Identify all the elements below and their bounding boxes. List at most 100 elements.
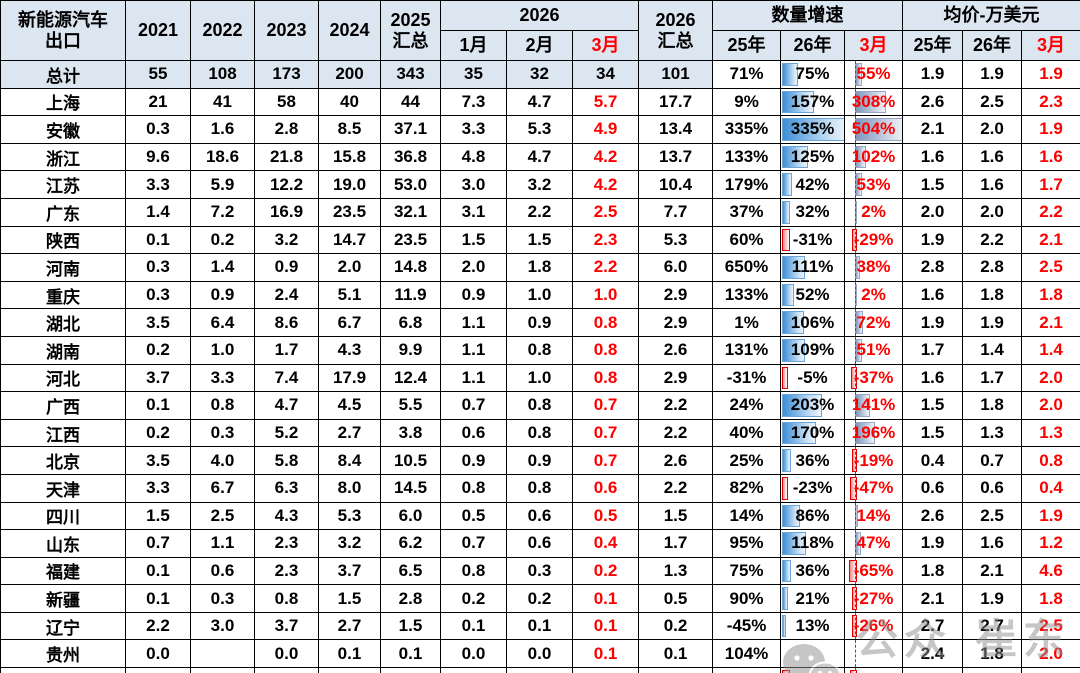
cell-增速25年: 37% [712, 197, 782, 227]
cell-均价25年: 2.0 [902, 197, 964, 227]
cell-2026-3月: 2.2 [571, 253, 640, 282]
cell-增速3月 [844, 639, 904, 669]
cell-增速3月: 141% [844, 391, 904, 420]
cell-value: -47% [853, 478, 894, 498]
cell-2026汇总: 2.9 [638, 308, 714, 337]
cell-2021: 0.1 [125, 556, 191, 586]
col-header-growth-26: 26年 [780, 30, 846, 61]
cell-均价26年: 1.4 [962, 335, 1023, 365]
cell-均价25年: 1.8 [902, 556, 964, 586]
cell-value: 47% [856, 533, 891, 553]
cell-增速26年: 36% [780, 446, 846, 475]
cell-value: 109% [790, 340, 835, 360]
positive-databar [782, 338, 805, 362]
cell-value: -37% [853, 367, 894, 387]
cell-2023: 0.9 [254, 253, 319, 282]
cell-2021: 0.3 [125, 280, 191, 310]
cell-2023: 173 [254, 60, 319, 89]
cell-2023: 7.4 [254, 363, 319, 393]
cell-增速3月: 72% [844, 308, 904, 337]
cell-2021: 0.0 [125, 639, 191, 669]
cell-2023: 1.0 [254, 667, 319, 673]
table-row: 总计 55 108 173 200 343 35 32 34 101 71% 75% 55% 1.9 1.9… [0, 60, 1080, 89]
row-label: 吉林 [0, 667, 126, 673]
cell-2025汇总: 14.8 [380, 253, 441, 282]
cell-value: 32% [795, 202, 830, 222]
cell-2024: 200 [318, 60, 381, 89]
cell-2026-2月: 5.3 [506, 115, 573, 144]
cell-2024: 8.4 [318, 446, 381, 475]
cell-value: 102% [851, 147, 896, 167]
cell-2025汇总: 11.9 [380, 280, 441, 310]
cell-均价25年: 2.6 [902, 501, 964, 531]
cell-增速25年: 95% [712, 529, 782, 558]
cell-2026-3月: 0.1 [571, 639, 640, 669]
cell-2026汇总: 0.2 [638, 611, 714, 641]
cell-2026汇总: 0.5 [638, 584, 714, 613]
cell-2024: 2.7 [318, 611, 381, 641]
row-label: 总计 [0, 60, 126, 89]
positive-databar [782, 559, 791, 583]
cell-增速25年: 60% [712, 225, 782, 255]
table-row: 浙江 9.6 18.6 21.8 15.8 36.8 4.8 4.7 4.2 13.7 133% 12… [0, 142, 1080, 172]
row-label: 上海 [0, 87, 126, 117]
cell-增速26年: 335% [780, 115, 846, 144]
cell-增速25年: 90% [712, 584, 782, 613]
cell-增速3月: 504% [844, 115, 904, 144]
cell-2026-3月: 4.2 [571, 142, 640, 172]
cell-均价25年: 2.8 [902, 253, 964, 282]
group-header-growth: 数量增速 [712, 0, 904, 31]
cell-value: -27% [853, 588, 894, 608]
cell-2023: 5.2 [254, 418, 319, 448]
table-row: 辽宁 2.2 3.0 3.7 2.7 1.5 0.1 0.1 0.1 0.2 -45% 13% -26%… [0, 611, 1080, 641]
cell-均价25年: 1.9 [902, 225, 964, 255]
cell-均价26年: 1.8 [962, 391, 1023, 420]
cell-均价3月: 2.0 [1021, 363, 1080, 393]
cell-2022: 108 [190, 60, 255, 89]
table-row: 广西 0.1 0.8 4.7 4.5 5.5 0.7 0.8 0.7 2.2 24% 203% 141%… [0, 391, 1080, 420]
cell-value: 125% [790, 147, 835, 167]
cell-增速25年: 9% [712, 87, 782, 117]
row-label: 湖南 [0, 335, 126, 365]
cell-2025汇总: 343 [380, 60, 441, 89]
cell-均价3月: 2.1 [1021, 225, 1080, 255]
cell-2026汇总: 5.3 [638, 225, 714, 255]
cell-2026-1月: 0.8 [440, 556, 507, 586]
cell-2021: 3.5 [125, 308, 191, 337]
cell-增速26年: 106% [780, 308, 846, 337]
databar-axis [854, 227, 856, 253]
cell-2026-1月: 3.3 [440, 115, 507, 144]
cell-增速26年: -23% [780, 473, 846, 503]
cell-2023: 12.2 [254, 170, 319, 199]
cell-2025汇总: 36.8 [380, 142, 441, 172]
cell-2026汇总: 2.9 [638, 280, 714, 310]
cell-均价3月: 0.8 [1021, 446, 1080, 475]
cell-2026-1月: 0.0 [440, 639, 507, 669]
cell-2024: 2.0 [318, 253, 381, 282]
cell-2026-1月: 0.9 [440, 280, 507, 310]
databar-axis [854, 502, 856, 529]
cell-增速26年: 86% [780, 501, 846, 531]
cell-增速25年: 650% [712, 253, 782, 282]
cell-2026-1月: 0.5 [440, 501, 507, 531]
cell-2023: 4.7 [254, 391, 319, 420]
cell-2021: 9.6 [125, 142, 191, 172]
cell-2021: 3.3 [125, 170, 191, 199]
cell-2026-3月: 0.0 [571, 667, 640, 673]
positive-databar [782, 449, 791, 472]
cell-均价25年: 1.5 [902, 418, 964, 448]
row-label: 贵州 [0, 639, 126, 669]
negative-databar [851, 366, 857, 390]
negative-databar [782, 228, 790, 252]
cell-均价25年: 1.3 [902, 667, 964, 673]
positive-databar [782, 614, 787, 638]
cell-2026汇总: 1.5 [638, 501, 714, 531]
group-header-2026: 2026 [439, 0, 640, 31]
cell-value: -65% [853, 560, 894, 580]
cell-2022: 5.9 [190, 170, 255, 199]
cell-均价3月: 1.9 [1021, 115, 1080, 144]
cell-value: -5% [797, 367, 828, 387]
negative-databar [851, 614, 857, 638]
cell-2026-1月: 0.7 [440, 529, 507, 558]
col-header-growth-mar: 3月 [844, 30, 904, 61]
